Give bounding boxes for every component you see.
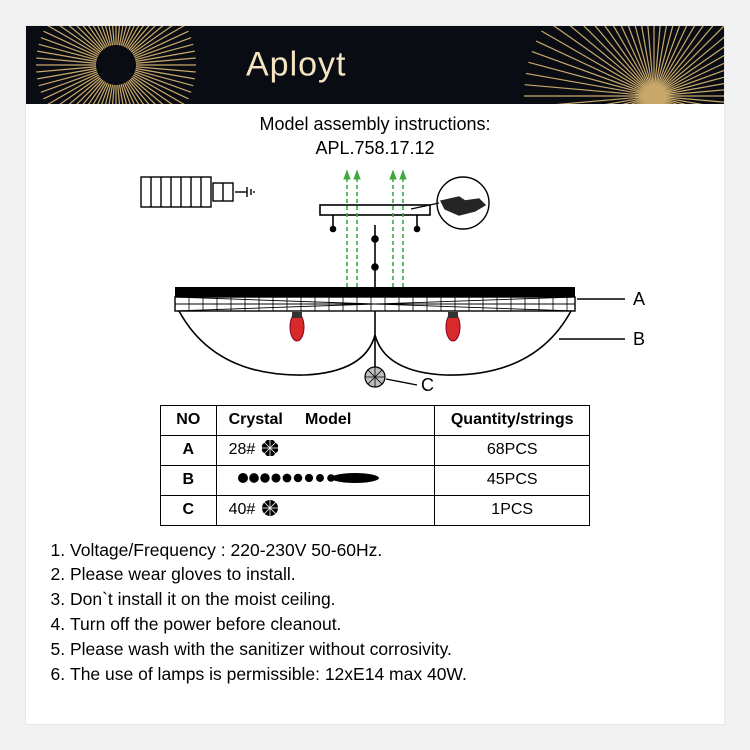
assembly-diagram: A B C bbox=[26, 167, 724, 397]
table-row: A28#68PCS bbox=[161, 435, 590, 465]
fixture-band bbox=[175, 287, 575, 311]
cell-model: 40# bbox=[216, 495, 435, 525]
brand-header: Aployt bbox=[26, 26, 724, 104]
brand-name: Aployt bbox=[246, 46, 347, 85]
cell-no: B bbox=[161, 465, 217, 495]
pendant-ball bbox=[365, 367, 385, 387]
wiring-box-icon bbox=[141, 177, 254, 207]
label-b: B bbox=[633, 329, 645, 349]
cell-model: 28# bbox=[216, 435, 435, 465]
th-no: NO bbox=[161, 405, 217, 435]
instruction-item: The use of lamps is permissible: 12xE14 … bbox=[70, 662, 694, 687]
instruction-item: Voltage/Frequency : 220-230V 50-60Hz. bbox=[70, 538, 694, 563]
cell-no: C bbox=[161, 495, 217, 525]
crystal-octagon-icon bbox=[261, 439, 279, 462]
sunburst-logo bbox=[31, 26, 201, 104]
crystal-strand-icon bbox=[235, 470, 385, 491]
table-row: C40#1PCS bbox=[161, 495, 590, 525]
center-rod bbox=[372, 225, 378, 287]
cell-qty: 68PCS bbox=[435, 435, 590, 465]
bulb-right bbox=[446, 312, 460, 341]
crystal-ball-icon bbox=[261, 499, 279, 522]
cell-model bbox=[216, 465, 435, 495]
instruction-item: Don`t install it on the moist ceiling. bbox=[70, 587, 694, 612]
bowl-outline bbox=[179, 311, 571, 375]
instruction-item: Please wash with the sanitizer without c… bbox=[70, 637, 694, 662]
crystal-table: NO Crystal Model Quantity/strings A28#68… bbox=[160, 405, 590, 526]
instruction-item: Turn off the power before cleanout. bbox=[70, 612, 694, 637]
title-line1: Model assembly instructions: bbox=[26, 112, 724, 136]
instruction-sheet: Aployt Model assembly instructions: APL.… bbox=[25, 25, 725, 725]
title-block: Model assembly instructions: APL.758.17.… bbox=[26, 112, 724, 161]
connector-detail bbox=[411, 177, 489, 229]
th-model: Crystal Model bbox=[216, 405, 435, 435]
table-row: B 45PCS bbox=[161, 465, 590, 495]
th-qty: Quantity/strings bbox=[435, 405, 590, 435]
label-a: A bbox=[633, 289, 645, 309]
instruction-list: Voltage/Frequency : 220-230V 50-60Hz.Ple… bbox=[70, 538, 694, 687]
cell-qty: 45PCS bbox=[435, 465, 590, 495]
cell-qty: 1PCS bbox=[435, 495, 590, 525]
title-line2: APL.758.17.12 bbox=[26, 136, 724, 160]
cell-no: A bbox=[161, 435, 217, 465]
bulb-left bbox=[290, 312, 304, 341]
instruction-item: Please wear gloves to install. bbox=[70, 562, 694, 587]
corner-rays bbox=[524, 26, 724, 104]
label-c: C bbox=[421, 375, 434, 395]
